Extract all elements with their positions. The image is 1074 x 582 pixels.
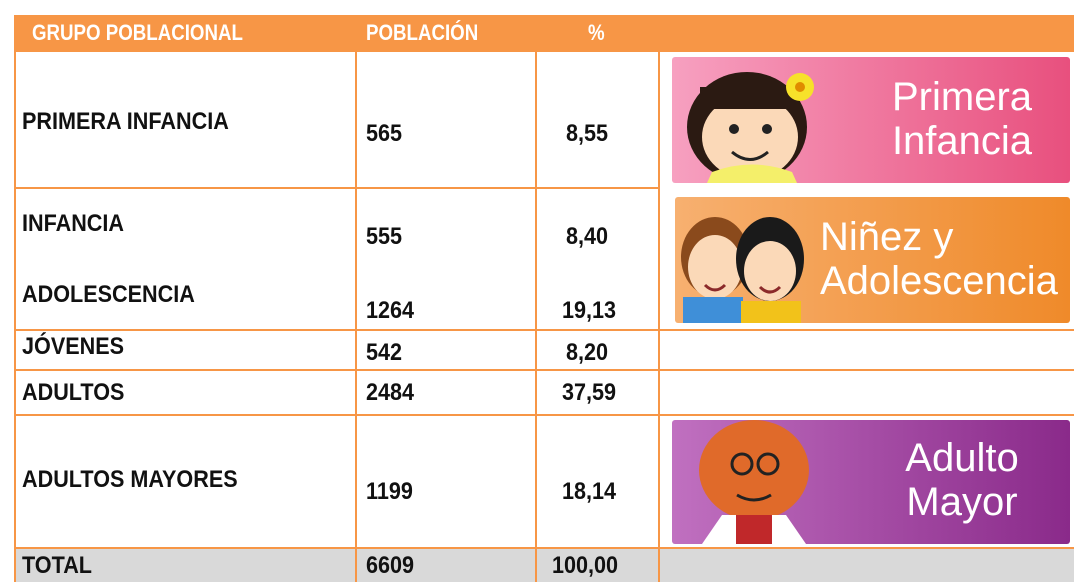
percent: 19,13 (562, 297, 617, 324)
elder-icon (699, 420, 809, 544)
header-cell: % (588, 20, 605, 45)
banner-text: Primera (891, 75, 1033, 119)
grid-line (14, 414, 1074, 416)
banner-ninez-adolescencia: Niñez y Adolescencia (675, 197, 1070, 323)
grid-line (14, 329, 1074, 331)
banner-text: Niñez y (820, 215, 954, 259)
header-cell: GRUPO POBLACIONAL (32, 20, 243, 45)
grid-line (14, 369, 1074, 371)
girl-icon (687, 72, 814, 183)
group-name: PRIMERA INFANCIA (22, 108, 229, 135)
percent: 18,14 (562, 478, 617, 505)
group-name: TOTAL (22, 552, 92, 579)
percent: 8,40 (566, 223, 609, 250)
header-cell: POBLACIÓN (366, 20, 479, 45)
grid-line (658, 52, 660, 582)
group-name: JÓVENES (22, 333, 125, 360)
percent: 8,20 (566, 339, 609, 366)
banner-text: Infancia (891, 119, 1033, 163)
grid-line (14, 547, 1074, 549)
population: 565 (366, 120, 403, 147)
population: 1264 (366, 297, 415, 324)
banner-adulto-mayor: Adulto Mayor (672, 420, 1070, 544)
banner-text: Adolescencia (820, 259, 1058, 303)
group-name: INFANCIA (22, 210, 125, 237)
percent: 100,00 (552, 552, 619, 579)
population: 2484 (366, 379, 415, 406)
percent: 37,59 (562, 379, 617, 406)
group-name: ADULTOS MAYORES (22, 466, 238, 493)
percent: 8,55 (566, 120, 609, 147)
grid-line (14, 187, 658, 189)
population: 1199 (366, 478, 413, 505)
grid-line (535, 52, 537, 582)
banner-text: Mayor (906, 480, 1018, 524)
total-bg (14, 548, 1074, 582)
kids-icon (681, 217, 804, 323)
population: 542 (366, 339, 403, 366)
grid-line (355, 52, 357, 582)
population: 555 (366, 223, 403, 250)
population: 6609 (366, 552, 415, 579)
grid-line (14, 52, 16, 582)
banner-text: Adulto (905, 436, 1019, 480)
banner-primera-infancia: Primera Infancia (672, 57, 1070, 183)
group-name: ADULTOS (22, 379, 125, 406)
group-name: ADOLESCENCIA (22, 281, 195, 308)
header-bar (14, 15, 1074, 52)
